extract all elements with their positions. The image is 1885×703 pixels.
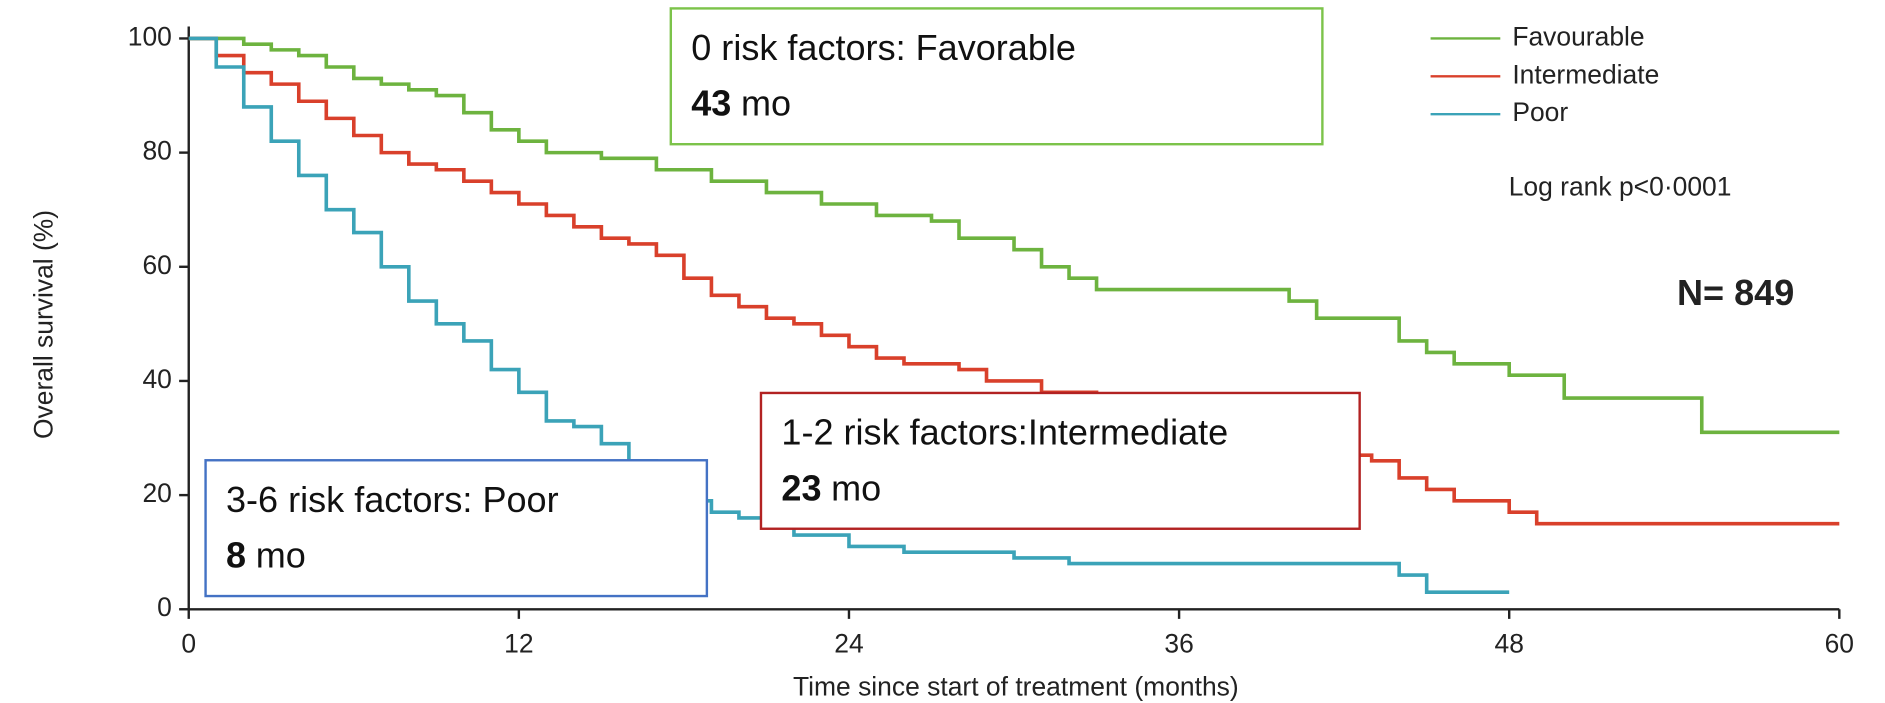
annotation-box bbox=[204, 459, 709, 598]
y-tick-label: 80 bbox=[142, 136, 171, 166]
annotation-median: 23 bbox=[781, 467, 821, 508]
y-tick-label: 100 bbox=[128, 21, 172, 51]
annotation-median: 8 bbox=[226, 534, 246, 575]
annotation-text: 1-2 risk factors:Intermediate bbox=[781, 412, 1228, 453]
legend-label: Intermediate bbox=[1512, 59, 1659, 89]
x-tick-label: 48 bbox=[1494, 628, 1523, 658]
n-label: N= 849 bbox=[1677, 272, 1794, 313]
x-tick-label: 12 bbox=[504, 628, 533, 658]
x-axis-label: Time since start of treatment (months) bbox=[793, 672, 1239, 702]
y-tick-label: 60 bbox=[142, 250, 171, 280]
log-rank-note: Log rank p<0·0001 bbox=[1509, 172, 1732, 202]
annotation-text: 3-6 risk factors: Poor bbox=[226, 479, 559, 520]
x-tick-label: 36 bbox=[1164, 628, 1193, 658]
survival-curve bbox=[188, 36, 1840, 435]
annotation-median-line: 8 mo bbox=[226, 534, 306, 575]
y-tick-label: 0 bbox=[157, 592, 172, 622]
annotation-text: 0 risk factors: Favorable bbox=[691, 27, 1076, 68]
annotation-unit: mo bbox=[256, 534, 306, 575]
annotation-median-line: 23 mo bbox=[781, 467, 881, 508]
legend-label: Favourable bbox=[1512, 21, 1644, 51]
y-tick-label: 40 bbox=[142, 364, 171, 394]
x-tick-label: 60 bbox=[1825, 628, 1854, 658]
x-tick-label: 24 bbox=[834, 628, 863, 658]
annotation-box bbox=[669, 7, 1324, 146]
y-axis-label: Overall survival (%) bbox=[29, 210, 59, 439]
annotation-box bbox=[759, 391, 1361, 530]
annotation-median: 43 bbox=[691, 82, 731, 123]
annotation-median-line: 43 mo bbox=[691, 82, 791, 123]
annotation-unit: mo bbox=[741, 82, 791, 123]
x-tick-label: 0 bbox=[181, 628, 196, 658]
survival-curve bbox=[188, 36, 1510, 594]
legend-label: Poor bbox=[1512, 97, 1568, 127]
y-tick-label: 20 bbox=[142, 478, 171, 508]
annotation-unit: mo bbox=[831, 467, 881, 508]
